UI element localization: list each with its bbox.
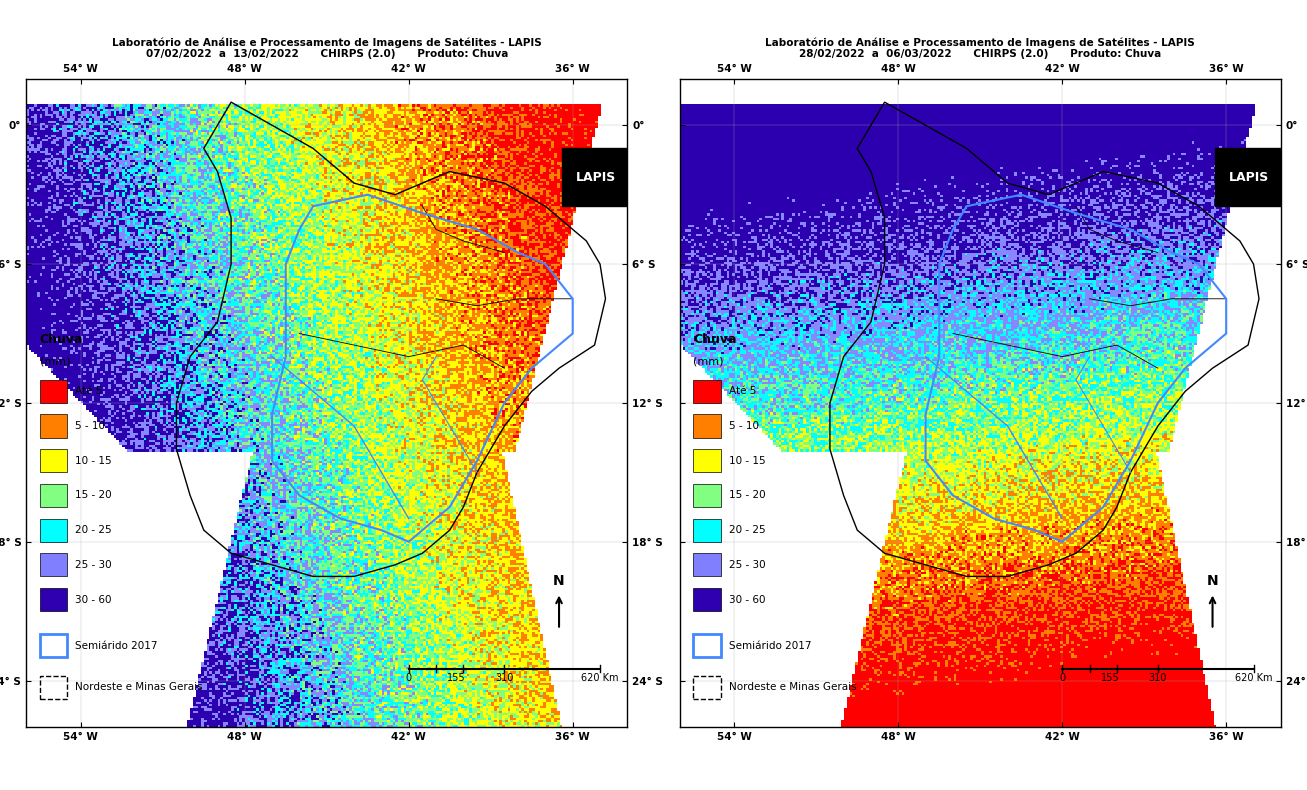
Title: Laboratório de Análise e Processamento de Imagens de Satélites - LAPIS
28/02/202: Laboratório de Análise e Processamento d… <box>766 37 1195 59</box>
Text: Semiárido 2017: Semiárido 2017 <box>76 641 158 651</box>
Text: LAPIS: LAPIS <box>576 171 616 184</box>
Text: 0: 0 <box>405 672 412 683</box>
Bar <box>693 676 720 699</box>
Bar <box>39 634 67 657</box>
Text: 5 - 10: 5 - 10 <box>76 421 106 431</box>
FancyBboxPatch shape <box>1216 149 1283 206</box>
Bar <box>39 415 67 438</box>
Text: 0: 0 <box>1059 672 1065 683</box>
Bar <box>39 483 67 507</box>
Text: (mm): (mm) <box>693 356 724 367</box>
Bar <box>693 553 720 577</box>
Text: 155: 155 <box>447 672 465 683</box>
Bar <box>39 676 67 699</box>
Text: N: N <box>553 574 565 588</box>
Text: 155: 155 <box>1100 672 1119 683</box>
Text: LAPIS: LAPIS <box>1230 171 1269 184</box>
Text: 25 - 30: 25 - 30 <box>729 560 766 570</box>
Text: Até 5: Até 5 <box>76 386 103 397</box>
Text: 15 - 20: 15 - 20 <box>76 491 112 500</box>
Bar <box>693 380 720 403</box>
Bar <box>39 380 67 403</box>
Bar <box>39 553 67 577</box>
Text: 620 Km: 620 Km <box>582 672 618 683</box>
Text: 20 - 25: 20 - 25 <box>729 525 766 535</box>
Bar <box>693 634 720 657</box>
Text: 30 - 60: 30 - 60 <box>76 595 112 604</box>
Text: 5 - 10: 5 - 10 <box>729 421 759 431</box>
Text: 30 - 60: 30 - 60 <box>729 595 766 604</box>
Title: Laboratório de Análise e Processamento de Imagens de Satélites - LAPIS
07/02/202: Laboratório de Análise e Processamento d… <box>112 37 541 59</box>
Text: 10 - 15: 10 - 15 <box>729 456 766 466</box>
Bar <box>693 588 720 611</box>
Text: 15 - 20: 15 - 20 <box>729 491 766 500</box>
Text: Nordeste e Minas Gerais: Nordeste e Minas Gerais <box>76 683 203 693</box>
Text: Nordeste e Minas Gerais: Nordeste e Minas Gerais <box>729 683 856 693</box>
Bar <box>39 518 67 542</box>
FancyBboxPatch shape <box>562 149 630 206</box>
Text: 310: 310 <box>1149 672 1167 683</box>
Text: N: N <box>1206 574 1218 588</box>
Text: 10 - 15: 10 - 15 <box>76 456 112 466</box>
Text: Até 5: Até 5 <box>729 386 757 397</box>
Bar <box>693 518 720 542</box>
Text: (mm): (mm) <box>39 356 71 367</box>
Bar <box>693 450 720 472</box>
Bar <box>39 588 67 611</box>
Text: 20 - 25: 20 - 25 <box>76 525 112 535</box>
Text: Chuva: Chuva <box>39 333 84 347</box>
Bar <box>693 483 720 507</box>
Bar <box>693 415 720 438</box>
Text: Semiárido 2017: Semiárido 2017 <box>729 641 812 651</box>
Text: Chuva: Chuva <box>693 333 737 347</box>
Text: 310: 310 <box>495 672 514 683</box>
Text: 620 Km: 620 Km <box>1235 672 1272 683</box>
Bar <box>39 450 67 472</box>
Text: 25 - 30: 25 - 30 <box>76 560 112 570</box>
